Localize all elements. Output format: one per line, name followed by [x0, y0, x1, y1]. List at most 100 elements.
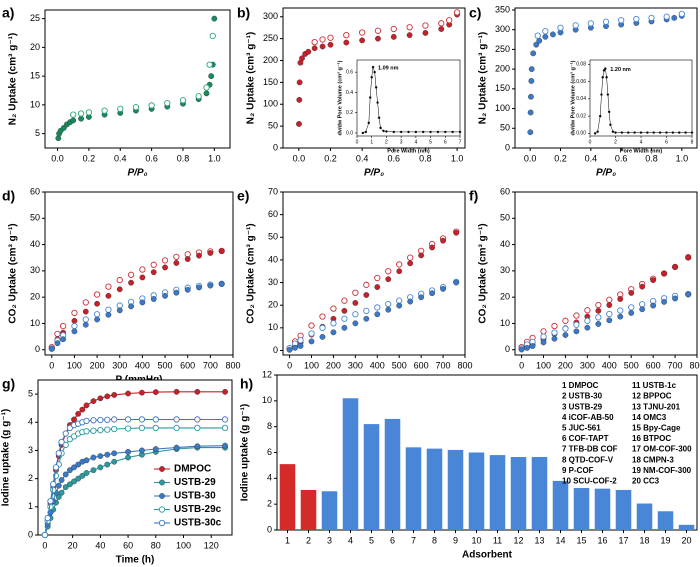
data-point	[66, 436, 74, 443]
y-tick-label: 6	[267, 447, 272, 457]
data-point	[639, 306, 646, 313]
data-point	[628, 290, 635, 296]
data-point	[319, 36, 326, 43]
data-point	[367, 121, 371, 125]
y-tick-label: 0.02	[576, 113, 586, 119]
data-point	[658, 131, 662, 134]
x-tick-label: 1.0	[451, 153, 464, 163]
data-point	[407, 130, 410, 134]
y-tick-label: 10	[262, 395, 272, 405]
data-point	[374, 27, 382, 34]
x-tick-label: 500	[624, 360, 639, 370]
data-point	[71, 328, 78, 335]
data-point	[299, 55, 305, 62]
data-point	[71, 309, 78, 317]
x-tick-label: 3	[400, 139, 403, 145]
data-point	[319, 333, 326, 340]
data-point	[606, 93, 610, 96]
data-point	[684, 131, 687, 134]
x-tick-label: 100	[176, 540, 191, 550]
data-point	[173, 289, 180, 296]
data-point	[90, 398, 97, 405]
data-point	[111, 425, 118, 433]
data-point	[104, 461, 111, 468]
x-tick-label: 300	[348, 360, 363, 370]
bar	[594, 488, 611, 530]
data-point	[341, 307, 348, 314]
data-point	[429, 130, 432, 134]
y-tick-label: 150	[495, 83, 510, 93]
data-point	[617, 313, 624, 320]
data-point	[551, 335, 558, 342]
bar	[531, 457, 548, 530]
data-point	[598, 114, 602, 118]
x-tick-label: 400	[135, 360, 150, 370]
x-tick-label: 1.0	[208, 153, 221, 163]
data-point	[117, 105, 124, 113]
y-tick-label: 40	[500, 239, 510, 249]
y-tick-label: 4	[28, 417, 33, 427]
data-point	[606, 296, 613, 303]
y-tick-label: 8	[267, 421, 272, 431]
data-point	[330, 305, 337, 312]
data-point	[83, 402, 90, 409]
data-point	[203, 84, 210, 91]
data-point	[194, 388, 201, 395]
x-tick-label: 12	[513, 535, 523, 545]
x-tick-label: 3	[327, 535, 332, 545]
x-tick-label: 5	[369, 535, 374, 545]
data-point	[690, 131, 694, 134]
data-point	[179, 97, 187, 104]
bar	[552, 480, 569, 530]
data-point	[341, 297, 348, 304]
data-point	[77, 110, 85, 117]
y-tick-label: 60	[268, 209, 278, 219]
data-point	[58, 477, 65, 483]
data-point	[70, 111, 77, 118]
y-axis-label: N₂ Uptake (cm³ g⁻¹)	[8, 33, 19, 126]
data-point	[368, 96, 372, 99]
data-point	[62, 484, 69, 490]
data-point	[573, 321, 580, 328]
data-point	[343, 39, 350, 46]
data-point	[540, 328, 547, 335]
data-point	[385, 300, 392, 308]
y-tick-label: 20	[500, 292, 510, 302]
data-point	[311, 45, 318, 52]
data-point	[407, 298, 414, 305]
data-point	[296, 121, 302, 127]
data-point	[82, 308, 89, 315]
adsorbent-list-item: 7 TFB-DB COF	[562, 445, 618, 454]
data-point	[678, 131, 681, 134]
data-point	[82, 321, 89, 328]
y-tick-label: 40	[30, 239, 40, 249]
data-point	[97, 464, 104, 471]
y-tick-label: 2	[267, 499, 272, 509]
data-point	[530, 50, 537, 57]
data-point	[327, 34, 334, 41]
adsorbent-list-item: 6 COF-TAPT	[562, 434, 609, 443]
data-point	[218, 248, 225, 255]
data-point	[139, 447, 145, 454]
adsorbent-list-item: 11 USTB-1c	[632, 381, 677, 390]
data-point	[104, 426, 111, 433]
data-point	[305, 48, 312, 55]
data-point	[75, 410, 82, 417]
y-tick-label: 30	[500, 265, 510, 275]
y-tick-label: 50	[268, 232, 278, 242]
panel-label: f)	[469, 188, 478, 204]
y-tick-label: 300	[263, 11, 278, 21]
data-point	[527, 129, 534, 136]
bar	[678, 524, 695, 530]
x-tick-label: 0.6	[615, 153, 628, 163]
data-point	[584, 307, 591, 314]
y-tick-label: 50	[268, 121, 278, 131]
panel-label: c)	[469, 5, 481, 21]
y-tick-label: 50	[500, 213, 510, 223]
x-tick-label: 0.4	[114, 153, 127, 163]
y-tick-label: 5	[28, 388, 33, 398]
data-point	[611, 130, 615, 133]
data-point	[173, 424, 180, 432]
plot-frame	[37, 379, 233, 536]
data-point	[308, 330, 315, 337]
